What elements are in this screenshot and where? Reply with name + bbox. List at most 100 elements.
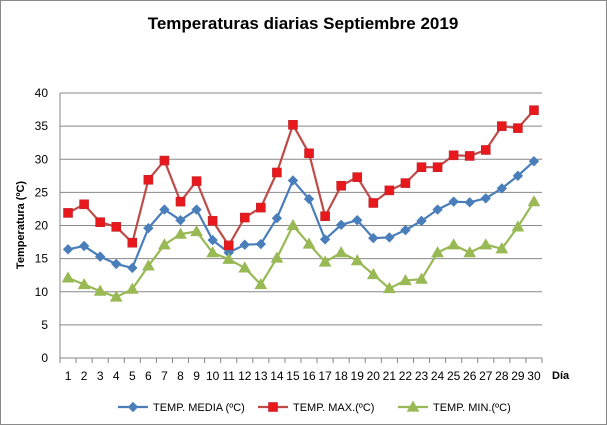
data-point — [335, 219, 347, 231]
data-point — [303, 193, 315, 205]
data-point — [239, 212, 250, 223]
legend-marker — [127, 401, 139, 413]
series-2 — [63, 105, 539, 251]
legend-label: TEMP. MEDIA (ºC) — [153, 402, 245, 414]
x-axis-title: Día — [552, 370, 570, 382]
x-tick-label: 30 — [527, 369, 541, 383]
y-axis-ticks: 0 5 10 15 20 25 30 35 40 — [35, 86, 49, 365]
data-point — [287, 175, 299, 186]
data-point — [125, 282, 139, 294]
data-point — [93, 284, 107, 296]
chart-title: Temperaturas diarias Septiembre 2019 — [148, 14, 459, 33]
series-line — [67, 201, 535, 299]
data-point — [174, 227, 187, 239]
data-point — [62, 244, 74, 255]
series-layer — [61, 105, 541, 302]
data-point — [416, 162, 427, 172]
data-point — [366, 268, 380, 280]
legend-marker — [406, 400, 420, 412]
data-point — [77, 277, 91, 290]
legend: TEMP. MEDIA (ºC) TEMP. MAX.(ºC) TEMP. MIN.… — [118, 400, 511, 414]
data-point — [288, 120, 298, 130]
x-tick-label: 5 — [129, 369, 136, 383]
data-point — [79, 199, 89, 210]
y-axis-title: Temperatura (ºC) — [15, 181, 27, 269]
series-line — [67, 160, 535, 269]
data-point — [416, 215, 427, 227]
y-tick-label: 40 — [35, 86, 49, 100]
data-point — [304, 148, 314, 159]
y-tick-label: 0 — [41, 351, 48, 365]
data-point — [286, 218, 300, 231]
data-point — [111, 222, 122, 232]
data-point — [352, 214, 363, 226]
data-point — [254, 277, 268, 290]
y-tick-label: 20 — [35, 219, 49, 233]
x-tick-label: 25 — [447, 369, 461, 383]
data-point — [480, 145, 491, 155]
data-point — [320, 211, 330, 222]
x-tick-label: 2 — [81, 369, 88, 383]
data-point — [497, 121, 507, 131]
data-point — [63, 208, 73, 218]
x-tick-label: 6 — [145, 369, 152, 383]
legend-label: TEMP. MAX.(ºC) — [293, 402, 374, 414]
data-point — [272, 167, 282, 178]
x-tick-label: 4 — [113, 369, 120, 383]
data-point — [432, 204, 443, 215]
data-point — [175, 214, 186, 226]
data-point — [464, 151, 475, 161]
gridlines — [59, 92, 542, 359]
data-point — [495, 242, 509, 254]
data-point — [400, 178, 411, 188]
data-point — [384, 185, 395, 196]
data-point — [432, 162, 443, 172]
data-point — [270, 251, 284, 263]
data-point — [143, 222, 154, 234]
data-point — [528, 156, 540, 167]
data-point — [448, 196, 459, 207]
data-point — [127, 237, 138, 248]
data-point — [464, 197, 475, 208]
y-tick-label: 10 — [35, 285, 49, 299]
x-tick-label: 8 — [177, 369, 184, 383]
x-tick-label: 15 — [286, 369, 300, 383]
x-tick-label: 1 — [65, 369, 72, 383]
data-point — [431, 246, 444, 258]
y-tick-label: 30 — [35, 152, 49, 166]
data-point — [158, 238, 171, 250]
data-point — [448, 150, 459, 161]
data-point — [479, 238, 493, 250]
data-point — [527, 195, 541, 207]
data-point — [368, 232, 379, 244]
data-point — [384, 232, 395, 243]
data-point — [109, 290, 123, 302]
data-point — [415, 272, 428, 284]
data-point — [127, 262, 138, 274]
data-point — [159, 155, 170, 166]
data-point — [206, 246, 219, 258]
data-point — [111, 258, 122, 270]
x-tick-label: 26 — [463, 369, 477, 383]
data-point — [334, 246, 348, 258]
y-tick-label: 5 — [41, 318, 48, 332]
data-point — [223, 240, 234, 251]
legend-marker — [268, 402, 278, 412]
x-tick-label: 7 — [161, 369, 168, 383]
data-point — [529, 105, 539, 116]
x-tick-label: 13 — [254, 369, 268, 383]
data-point — [222, 252, 236, 264]
x-tick-label: 24 — [431, 369, 445, 383]
data-point — [94, 251, 106, 262]
x-tick-label: 21 — [383, 369, 397, 383]
x-tick-label: 20 — [367, 369, 381, 383]
y-tick-label: 35 — [35, 119, 49, 133]
data-point — [191, 204, 202, 215]
x-tick-label: 22 — [399, 369, 413, 383]
data-point — [142, 259, 155, 271]
x-tick-label: 17 — [318, 369, 332, 383]
x-tick-label: 12 — [238, 369, 252, 383]
data-point — [78, 240, 90, 252]
